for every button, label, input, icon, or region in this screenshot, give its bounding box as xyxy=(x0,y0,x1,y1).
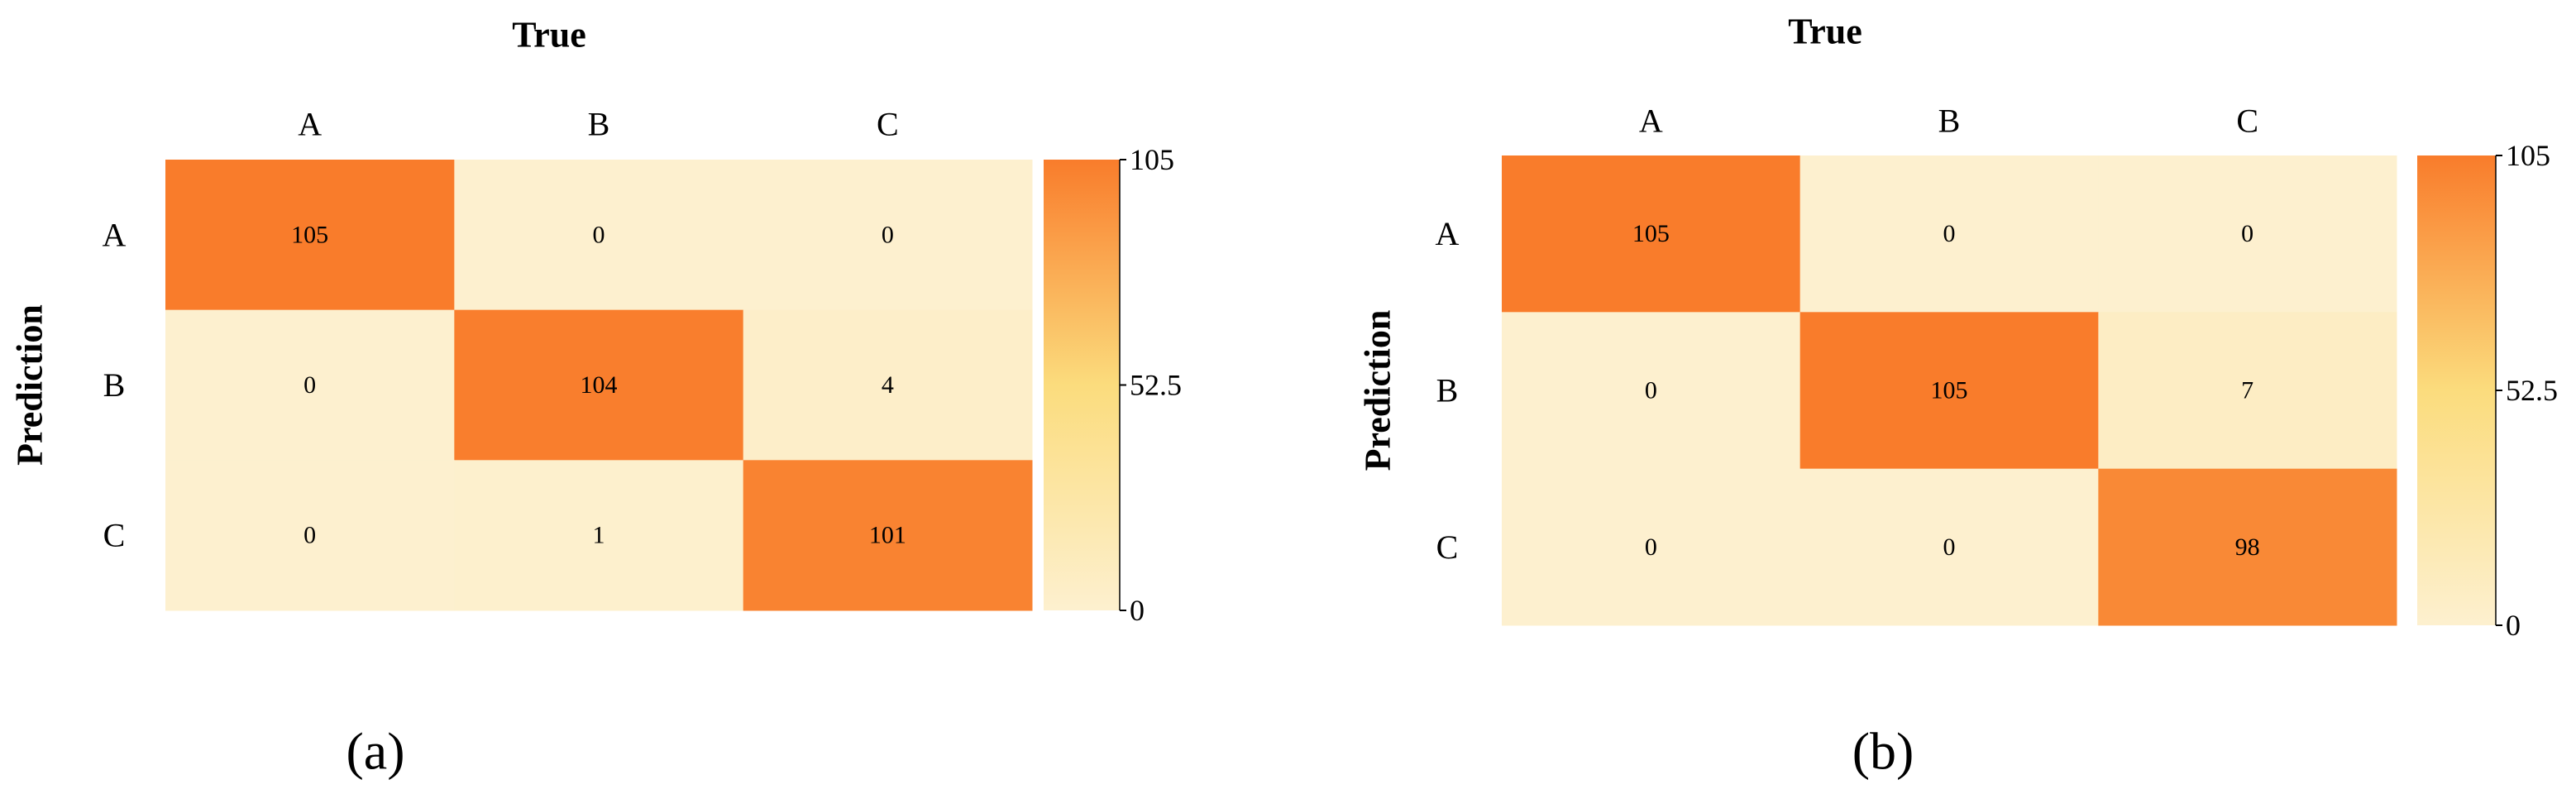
y-tick-label: A xyxy=(103,216,127,253)
cell-value-label: 1 xyxy=(593,522,605,549)
heatmap-cell-r0-c0 xyxy=(165,160,455,311)
cell-value-label: 4 xyxy=(882,371,894,399)
heatmap-cell-r2-c1 xyxy=(1799,468,2099,626)
x-tick-label: B xyxy=(1938,103,1961,140)
heatmap-cell-r1-c2 xyxy=(743,309,1033,461)
x-tick-label: B xyxy=(588,106,610,143)
cell-value-label: 0 xyxy=(303,371,316,399)
x-tick-label: C xyxy=(2236,103,2258,140)
confusion-matrix-b: 105 0 0 0 105 7 0 0 98 A B C A B C True Prediction 105 52.… xyxy=(1358,12,2559,781)
confusion-matrix-a: 105 0 0 0 104 4 0 1 101 A B C A B C True Prediction 105 52… xyxy=(10,15,1183,781)
cell-value-label: 0 xyxy=(1645,533,1657,561)
heatmap-cell-r2-c1 xyxy=(454,460,744,611)
x-tick-label: A xyxy=(298,106,322,143)
cell-value-label: 0 xyxy=(593,221,605,248)
y-tick-label: C xyxy=(103,517,126,554)
heatmap-cell-r0-c1 xyxy=(1799,155,2099,313)
cell-value-label: 0 xyxy=(882,221,894,248)
colorbar-tick-label: 105 xyxy=(2506,139,2550,172)
heatmap-cell-r2-c0 xyxy=(1502,468,1801,626)
heatmap-cell-r1-c0 xyxy=(1502,312,1801,470)
heatmap-cell-r1-c0 xyxy=(165,309,455,461)
y-tick-label: A xyxy=(1436,215,1460,252)
heatmap-cell-r2-c2 xyxy=(2098,468,2397,626)
cell-value-label: 101 xyxy=(869,522,906,549)
y-tick-label: C xyxy=(1436,529,1459,566)
heatmap-cell-r0-c0 xyxy=(1502,155,1801,313)
y-tick-label: B xyxy=(1436,372,1459,409)
cell-value-label: 0 xyxy=(1943,220,1956,247)
colorbar-tick-label: 52.5 xyxy=(1130,369,1182,402)
heatmap-cell-r2-c0 xyxy=(165,460,455,611)
colorbar-tick-label: 105 xyxy=(1130,143,1174,176)
colorbar-tick-label: 0 xyxy=(2506,609,2521,642)
cell-value-label: 104 xyxy=(581,371,618,399)
cell-value-label: 0 xyxy=(1943,533,1956,561)
panel-label: (b) xyxy=(1852,722,1914,781)
cell-value-label: 105 xyxy=(291,221,328,248)
cell-value-label: 7 xyxy=(2241,377,2253,404)
heatmap-cell-r1-c2 xyxy=(2098,312,2397,470)
heatmap-cell-r1-c1 xyxy=(1799,312,2099,470)
x-tick-label: A xyxy=(1639,103,1663,140)
x-axis-title: True xyxy=(512,15,586,55)
cell-value-label: 105 xyxy=(1632,220,1670,247)
cell-value-label: 0 xyxy=(303,522,316,549)
colorbar xyxy=(2417,155,2496,625)
y-tick-label: B xyxy=(103,366,126,404)
heatmap-cell-r2-c2 xyxy=(743,460,1033,611)
heatmap-cell-r1-c1 xyxy=(454,309,744,461)
y-axis-title: Prediction xyxy=(1358,310,1398,471)
heatmap-cell-r0-c2 xyxy=(743,160,1033,311)
heatmap-cell-r0-c1 xyxy=(454,160,744,311)
x-tick-label: C xyxy=(877,106,899,143)
x-axis-title: True xyxy=(1788,12,1862,52)
heatmap-cell-r0-c2 xyxy=(2098,155,2397,313)
y-axis-title: Prediction xyxy=(10,304,50,466)
cell-value-label: 98 xyxy=(2235,533,2260,561)
colorbar-tick-label: 0 xyxy=(1130,594,1145,627)
cell-value-label: 0 xyxy=(1645,377,1657,404)
cell-value-label: 0 xyxy=(2241,220,2253,247)
panel-label: (a) xyxy=(346,722,404,781)
colorbar xyxy=(1044,160,1120,610)
colorbar-tick-label: 52.5 xyxy=(2506,374,2558,407)
cell-value-label: 105 xyxy=(1931,377,1968,404)
